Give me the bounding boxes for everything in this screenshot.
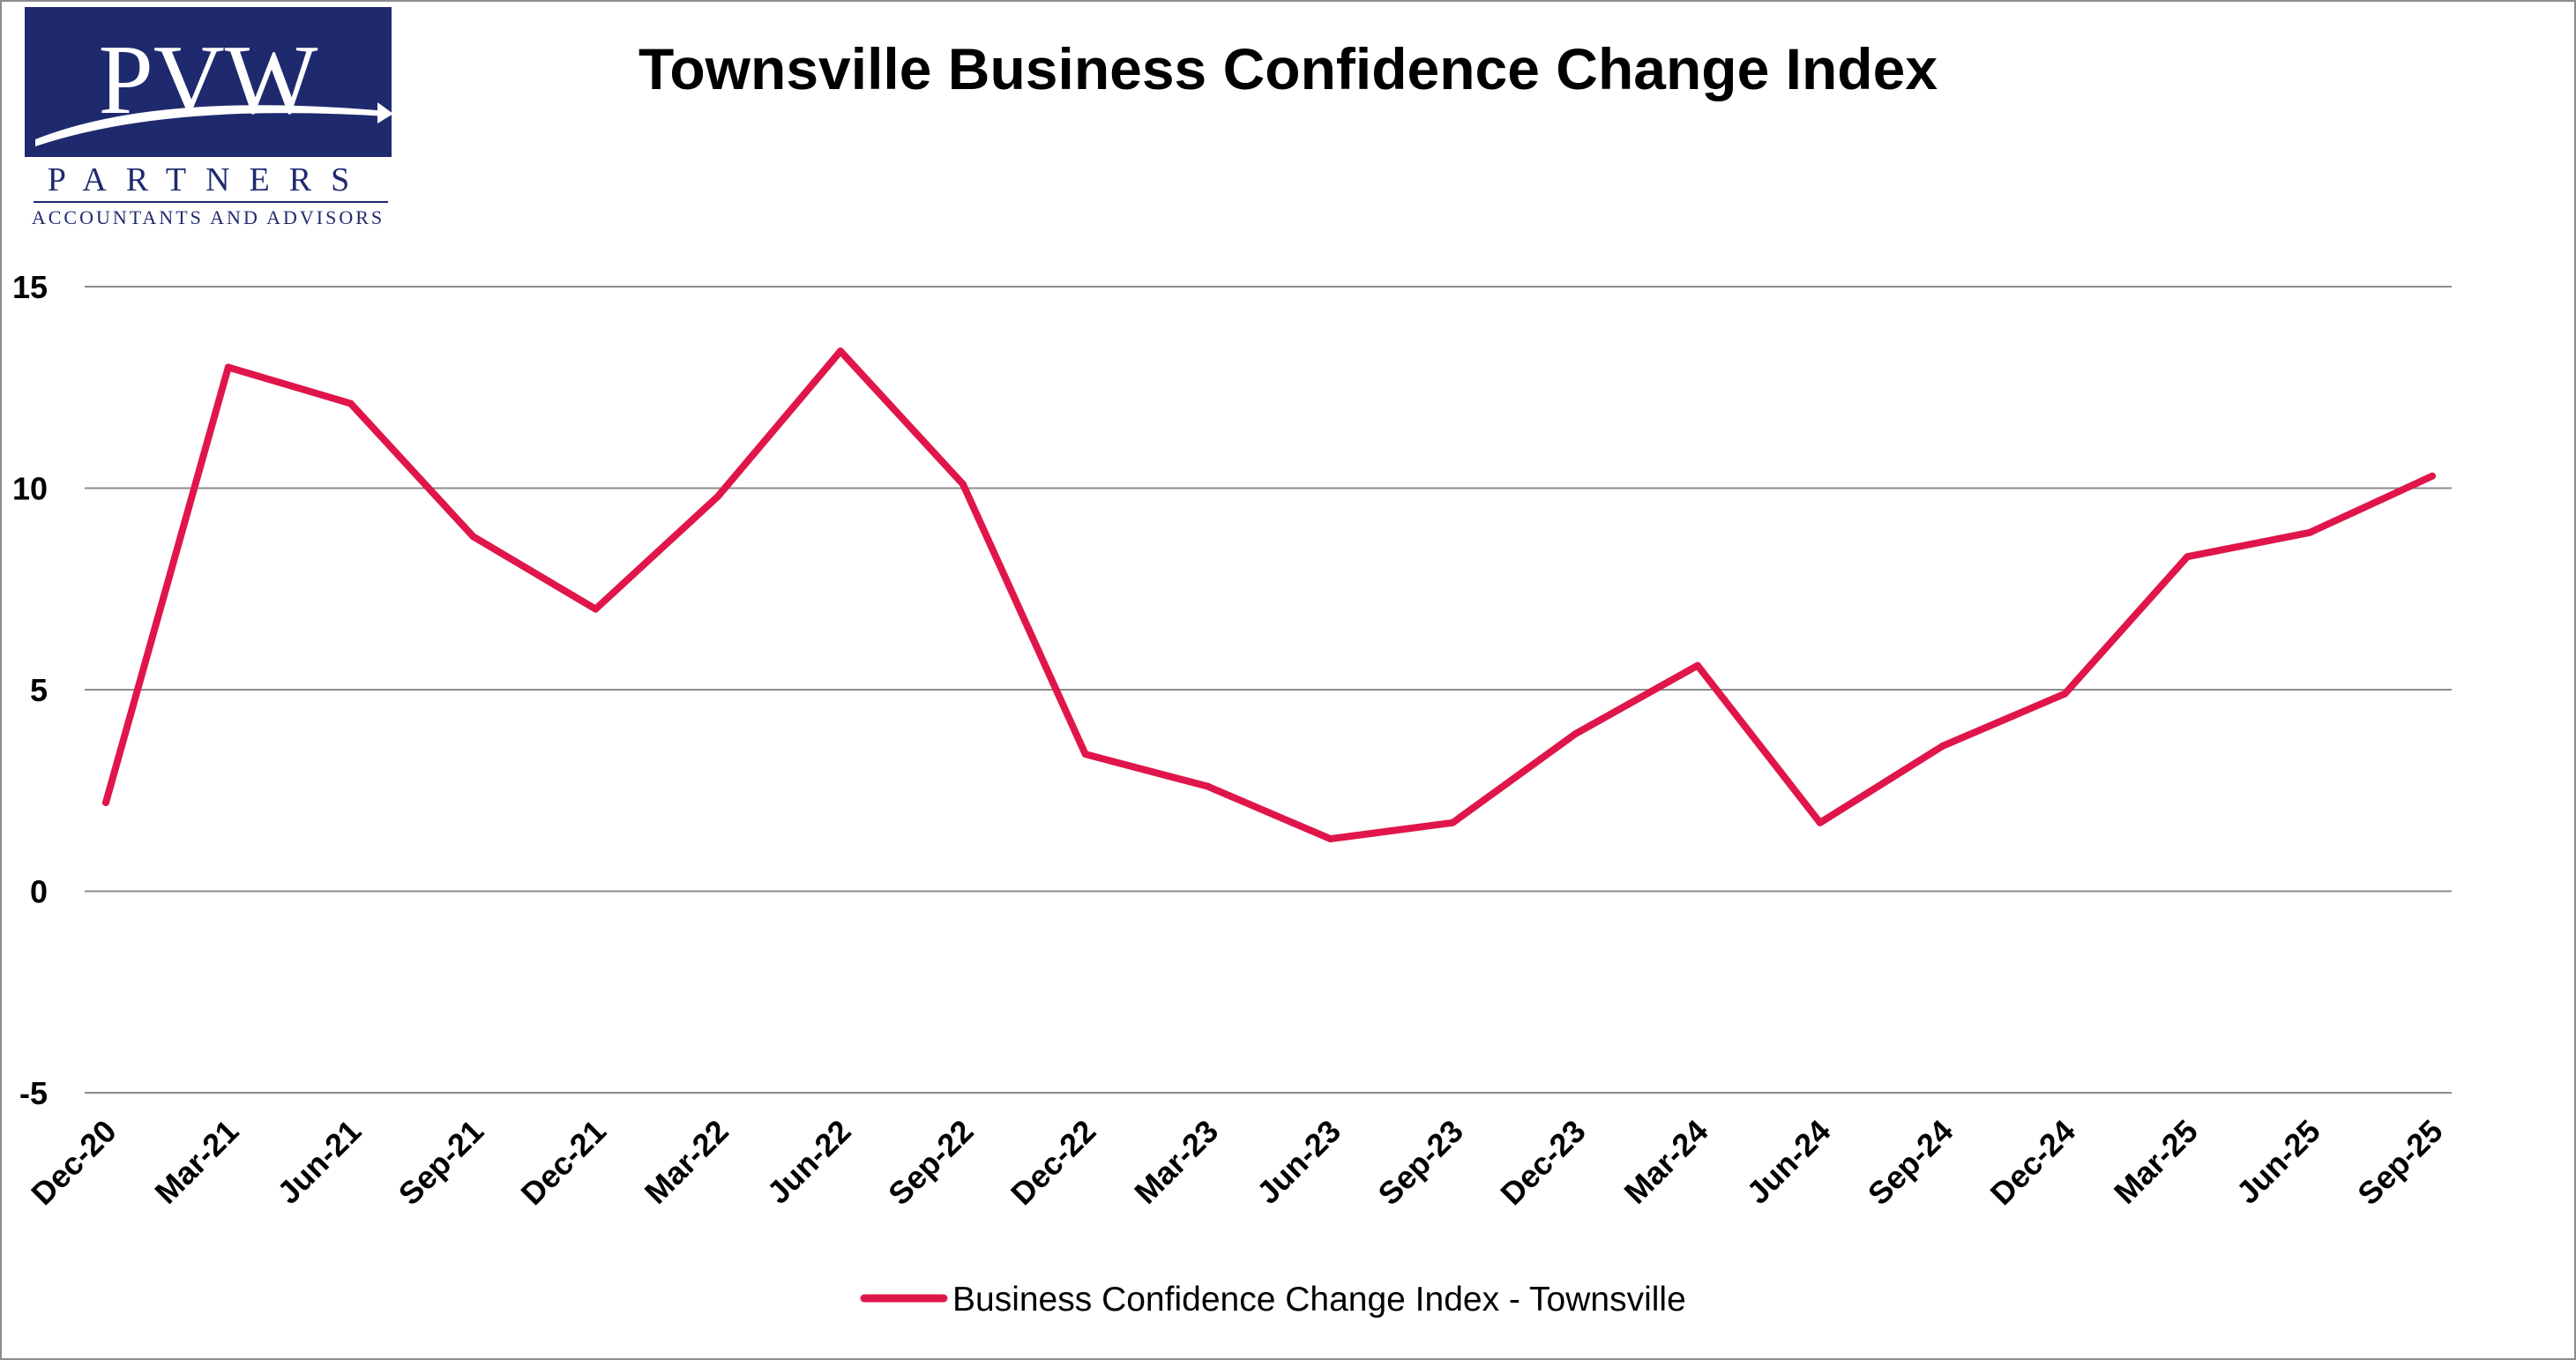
x-axis-ticks: Dec-20 Mar-21 Jun-21 Sep-21 Dec-21 Mar-22 Jun-… [24,1113,2449,1212]
x-tick-label: Dec-23 [1493,1113,1592,1212]
y-tick-label: 5 [30,672,48,708]
x-tick-label: Jun-21 [270,1113,368,1211]
y-axis-ticks: 15 10 5 0 -5 [12,269,48,1111]
data-point [1938,742,1946,750]
pvw-logo: PVW PARTNERS ACCOUNTANTS AND ADVISORS [25,7,393,228]
y-tick-label: 10 [12,471,48,507]
y-tick-label: 0 [30,874,48,910]
series-line [102,347,2436,843]
data-point [2429,472,2436,480]
data-point [2061,690,2069,698]
logo-tagline: ACCOUNTANTS AND ADVISORS [32,206,385,228]
data-point [2306,528,2314,536]
y-tick-label: 15 [12,269,48,305]
x-tick-label: Sep-23 [1370,1113,1469,1212]
x-tick-label: Mar-25 [2107,1113,2205,1211]
data-point [592,605,600,613]
x-tick-label: Sep-21 [392,1113,490,1212]
data-point [1326,835,1334,843]
legend-label: Business Confidence Change Index - Towns… [952,1281,1686,1319]
x-tick-label: Sep-24 [1861,1113,1960,1212]
chart-title: Townsville Business Confidence Change In… [638,36,1938,101]
x-tick-label: Sep-22 [881,1113,980,1212]
logo-swoosh [35,105,386,146]
data-point [959,480,967,488]
x-tick-label: Jun-25 [2229,1113,2327,1211]
x-tick-label: Dec-24 [1983,1113,2082,1212]
logo-mark: PVW [99,26,318,135]
x-tick-label: Jun-22 [760,1113,858,1211]
data-point [2184,553,2191,561]
x-tick-label: Dec-21 [514,1113,613,1212]
x-tick-label: Mar-22 [638,1113,735,1211]
x-tick-label: Jun-24 [1739,1113,1837,1211]
logo-arrow-icon [377,102,393,123]
data-point [102,798,109,806]
gridlines [85,286,2452,1094]
data-point [1572,730,1579,738]
x-tick-label: Sep-25 [2350,1113,2449,1212]
data-point [1449,818,1457,826]
x-tick-label: Mar-23 [1127,1113,1225,1211]
data-point [1693,661,1701,669]
legend: Business Confidence Change Index - Towns… [860,1281,1686,1319]
x-tick-label: Mar-21 [147,1113,245,1211]
data-point [1204,782,1212,790]
data-point [1081,751,1089,758]
data-point [469,533,477,541]
series-layer [102,347,2436,843]
x-tick-label: Dec-22 [1004,1113,1102,1212]
data-point [224,363,232,371]
data-point [714,492,722,500]
data-point [347,400,355,407]
x-tick-label: Jun-23 [1250,1113,1348,1211]
y-tick-label: -5 [19,1075,48,1111]
data-point [1816,818,1824,826]
x-tick-label: Mar-24 [1617,1113,1715,1211]
x-tick-label: Dec-20 [24,1113,123,1212]
data-point [837,347,845,355]
logo-name: PARTNERS [48,161,370,198]
